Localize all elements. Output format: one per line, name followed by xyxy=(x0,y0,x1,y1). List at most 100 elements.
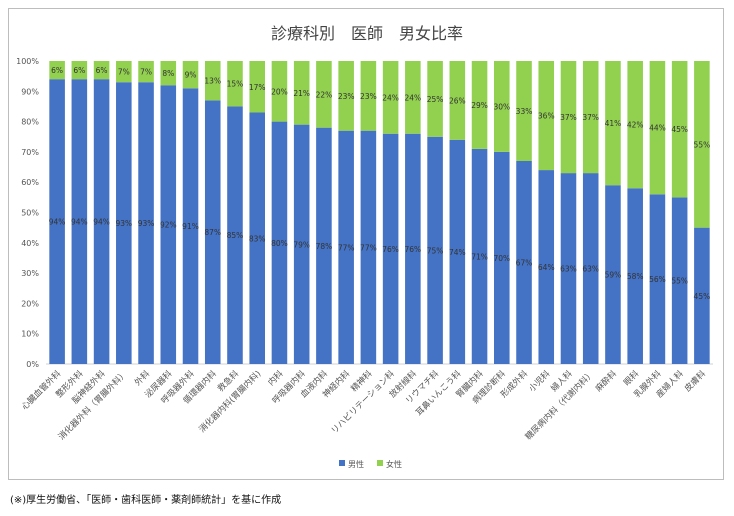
bar-male xyxy=(182,88,199,365)
data-label-male: 58% xyxy=(627,272,644,281)
data-label-male: 94% xyxy=(49,218,66,227)
bar-male xyxy=(671,197,688,364)
data-label-male: 93% xyxy=(138,219,155,228)
data-label-female: 13% xyxy=(204,77,221,86)
bar-female xyxy=(249,61,265,113)
data-label-female: 6% xyxy=(51,66,63,75)
data-label-male: 45% xyxy=(694,292,711,301)
data-label-female: 41% xyxy=(605,119,622,128)
bar-male xyxy=(360,130,377,364)
y-tick-label: 60% xyxy=(21,178,39,187)
bar-female xyxy=(538,61,555,171)
bar-female xyxy=(338,61,354,131)
bar-male xyxy=(427,136,443,364)
data-label-male: 78% xyxy=(316,242,333,251)
data-label-male: 91% xyxy=(182,222,199,231)
data-label-male: 93% xyxy=(115,219,132,228)
data-label-female: 36% xyxy=(538,112,555,121)
data-label-male: 67% xyxy=(516,258,533,267)
data-label-male: 94% xyxy=(93,218,110,227)
bar-female xyxy=(316,61,332,128)
y-tick-label: 50% xyxy=(21,209,39,218)
legend-swatch-male xyxy=(339,460,345,466)
data-label-female: 8% xyxy=(162,69,174,78)
y-tick-label: 10% xyxy=(21,330,39,339)
data-label-male: 94% xyxy=(71,218,88,227)
x-tick-label: 外科 xyxy=(132,368,152,388)
bar-female xyxy=(671,61,688,198)
x-tick-label: 眼科 xyxy=(621,368,641,388)
data-label-female: 25% xyxy=(427,95,444,104)
bar-female xyxy=(427,61,443,137)
data-label-male: 55% xyxy=(671,277,688,286)
data-label-male: 56% xyxy=(649,275,666,284)
data-label-female: 23% xyxy=(338,92,355,101)
data-label-male: 70% xyxy=(493,254,510,263)
bar-female xyxy=(116,61,132,83)
bar-male xyxy=(293,124,310,364)
data-label-male: 75% xyxy=(427,246,444,255)
data-label-female: 37% xyxy=(560,113,577,122)
bar-male xyxy=(605,185,621,364)
bar-male xyxy=(560,173,577,364)
bar-female xyxy=(627,61,643,189)
bar-female xyxy=(360,61,377,131)
chart-frame: 診療科別 医師 男女比率 0% 10% 20% 30% 40% 50% 60% 70% 80% 90… xyxy=(8,8,724,480)
stacked-bar-chart: 診療科別 医師 男女比率 0% 10% 20% 30% 40% 50% 60% 70% 80% 90… xyxy=(16,24,713,469)
bar-female xyxy=(71,61,88,80)
data-label-female: 26% xyxy=(449,96,466,105)
data-label-male: 63% xyxy=(560,265,577,274)
data-label-female: 9% xyxy=(185,71,197,80)
bar-male xyxy=(694,227,710,364)
bar-male xyxy=(494,151,510,364)
data-label-male: 71% xyxy=(471,252,488,261)
data-label-female: 24% xyxy=(405,93,422,102)
data-label-female: 21% xyxy=(293,89,310,98)
bar-male xyxy=(405,133,421,364)
bar-male xyxy=(582,173,599,364)
bar-male xyxy=(338,130,354,364)
y-tick-label: 80% xyxy=(21,118,39,127)
bar-male xyxy=(71,79,88,365)
data-label-male: 74% xyxy=(449,248,466,257)
bar-female xyxy=(471,61,488,149)
data-label-female: 30% xyxy=(493,102,510,111)
chart-title: 診療科別 医師 男女比率 xyxy=(271,24,463,43)
legend-label-female: 女性 xyxy=(386,459,402,469)
legend-swatch-female xyxy=(377,460,383,466)
bar-female xyxy=(204,61,221,101)
y-tick-label: 90% xyxy=(21,87,39,96)
bar-male xyxy=(227,106,243,364)
bar-female xyxy=(605,61,621,186)
bar-male xyxy=(516,160,532,364)
bar-female xyxy=(494,61,510,152)
bar-male xyxy=(116,82,132,365)
data-label-female: 24% xyxy=(382,93,399,102)
data-label-female: 33% xyxy=(516,107,533,116)
bar-male xyxy=(627,188,643,364)
y-tick-label: 100% xyxy=(16,57,39,66)
bar-female xyxy=(293,61,310,125)
bar-male xyxy=(249,112,265,364)
data-label-female: 42% xyxy=(627,121,644,130)
data-label-male: 80% xyxy=(271,239,288,248)
bar-male xyxy=(538,170,555,364)
bar-male xyxy=(449,139,466,364)
data-label-female: 20% xyxy=(271,87,288,96)
bar-male xyxy=(49,79,65,365)
y-tick-label: 40% xyxy=(21,239,39,248)
data-label-female: 45% xyxy=(671,125,688,134)
bar-female xyxy=(582,61,599,174)
data-label-female: 37% xyxy=(582,113,599,122)
data-label-female: 17% xyxy=(249,83,266,92)
data-label-male: 92% xyxy=(160,221,177,230)
data-label-male: 77% xyxy=(360,243,377,252)
bar-female xyxy=(227,61,243,107)
bar-male xyxy=(138,82,154,365)
data-label-male: 83% xyxy=(249,234,266,243)
x-tick-label: 皮膚科 xyxy=(682,368,708,394)
data-label-male: 79% xyxy=(293,240,310,249)
bar-female xyxy=(182,61,199,89)
bar-female xyxy=(160,61,177,86)
data-label-female: 22% xyxy=(316,90,333,99)
